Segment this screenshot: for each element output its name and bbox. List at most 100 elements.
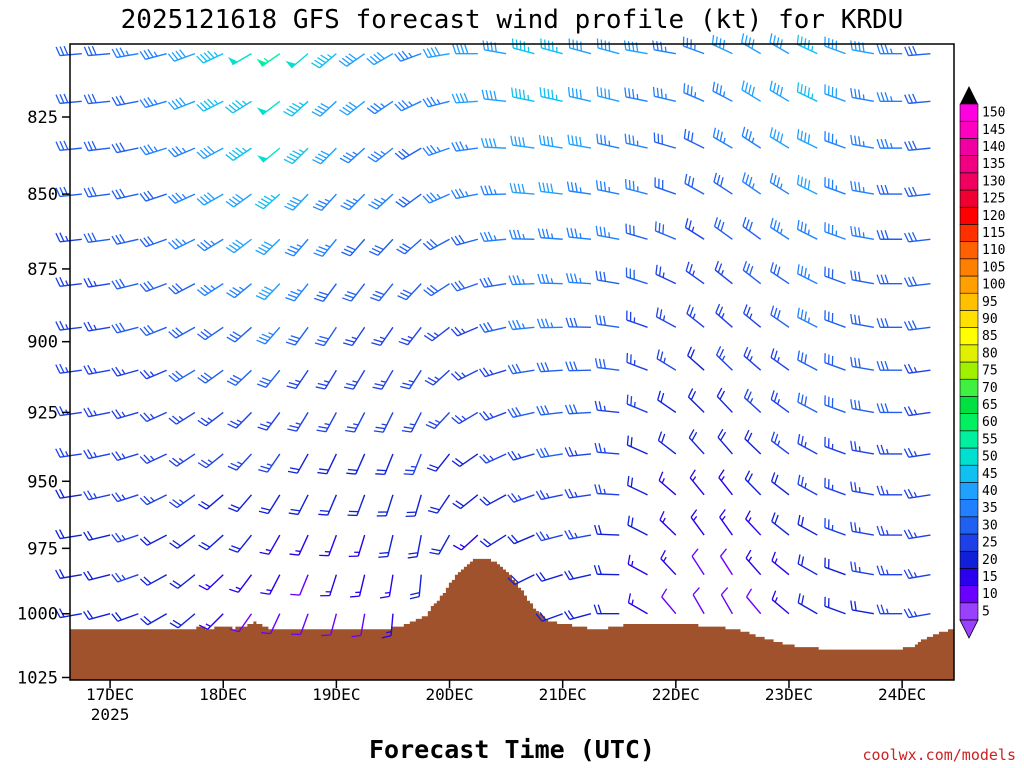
barb-full-flag: [487, 231, 493, 241]
barb-full-flag: [200, 374, 210, 382]
barb-full-flag: [565, 272, 570, 283]
wind-barb: [623, 40, 648, 55]
barb-full-flag: [903, 448, 910, 458]
barb-half-flag: [266, 421, 272, 425]
barb-full-flag: [599, 226, 603, 237]
barb-full-flag: [292, 102, 302, 109]
barb-full-flag: [907, 187, 914, 197]
wind-barb: [196, 283, 224, 297]
barb-staff: [512, 144, 535, 149]
barb-staff: [686, 313, 705, 328]
barb-full-flag: [455, 93, 461, 103]
wind-barb: [397, 283, 422, 301]
barb-full-flag: [283, 158, 293, 165]
wind-barb: [55, 45, 82, 57]
colorbar-swatch: [959, 430, 979, 449]
barb-half-flag: [236, 419, 242, 423]
wind-barb: [770, 262, 790, 285]
wind-barb: [394, 100, 422, 112]
barb-full-flag: [55, 489, 61, 499]
barb-staff: [177, 613, 196, 629]
barb-full-flag: [402, 243, 412, 250]
barb-full-flag: [259, 380, 269, 385]
barb-staff: [684, 137, 705, 149]
terrain-area: [70, 558, 954, 680]
barb-full-flag: [427, 377, 437, 383]
barb-full-flag: [488, 138, 493, 148]
barb-full-flag: [656, 349, 660, 359]
wind-barb: [55, 363, 82, 374]
barb-staff: [117, 494, 139, 503]
barb-half-flag: [862, 94, 865, 100]
barb-full-flag: [657, 390, 661, 401]
barb-full-flag: [167, 149, 176, 158]
wind-barb: [595, 270, 620, 285]
barb-staff: [460, 494, 479, 510]
barb-staff: [824, 275, 846, 285]
wind-barb: [593, 604, 620, 615]
wind-barb: [111, 233, 139, 245]
barb-full-flag: [515, 363, 522, 373]
barb-half-flag: [65, 451, 69, 457]
barb-full-flag: [482, 411, 490, 420]
barb-full-flag: [91, 45, 97, 56]
barb-full-flag: [394, 53, 402, 62]
barb-full-flag: [317, 339, 327, 343]
wind-barb: [83, 277, 111, 288]
barb-full-flag: [55, 569, 61, 579]
barb-full-flag: [427, 509, 438, 514]
barb-full-flag: [564, 404, 570, 414]
barb-staff: [597, 234, 620, 240]
barb-half-flag: [295, 379, 301, 383]
barb-full-flag: [769, 33, 773, 43]
barb-half-flag: [263, 57, 269, 63]
barb-full-flag: [260, 592, 270, 595]
wind-barb: [716, 387, 733, 413]
barb-pennant: [227, 56, 238, 65]
barb-full-flag: [398, 340, 409, 346]
barb-full-flag: [139, 283, 147, 292]
barb-full-flag: [907, 232, 914, 242]
colorbar-label: 15: [982, 570, 998, 585]
wind-barb: [396, 238, 422, 255]
barb-half-flag: [121, 494, 126, 500]
barb-half-flag: [266, 463, 273, 467]
wind-barb: [850, 270, 874, 285]
barb-half-flag: [409, 423, 416, 426]
barb-staff: [824, 231, 846, 240]
barb-full-flag: [378, 555, 388, 558]
barb-staff: [408, 369, 422, 390]
barb-full-flag: [690, 86, 693, 96]
barb-full-flag: [394, 103, 402, 112]
wind-barb: [422, 192, 450, 204]
barb-staff: [824, 45, 846, 55]
wind-barb: [111, 492, 139, 503]
barb-full-flag: [59, 569, 65, 579]
barb-full-flag: [287, 293, 298, 299]
wind-barb: [381, 613, 394, 639]
barb-full-flag: [87, 321, 93, 331]
barb-full-flag: [800, 176, 804, 187]
barb-full-flag: [773, 350, 778, 360]
barb-full-flag: [804, 223, 807, 234]
barb-full-flag: [515, 319, 522, 329]
barb-staff: [770, 356, 790, 371]
barb-full-flag: [229, 289, 238, 296]
barb-full-flag: [567, 610, 575, 619]
barb-full-flag: [854, 271, 857, 281]
barb-full-flag: [687, 130, 690, 141]
barb-full-flag: [232, 196, 241, 203]
barb-full-flag: [315, 386, 326, 390]
barb-full-flag: [318, 513, 328, 516]
barb-staff: [541, 47, 563, 55]
barb-full-flag: [880, 361, 885, 371]
wind-barb: [169, 534, 196, 549]
wind-barb: [422, 96, 450, 108]
barb-full-flag: [800, 84, 803, 94]
wind-barb: [311, 53, 337, 69]
barb-half-flag: [662, 272, 665, 278]
barb-pennant: [257, 155, 268, 163]
barb-full-flag: [748, 176, 753, 187]
barb-half-flag: [464, 191, 469, 197]
barb-full-flag: [314, 156, 325, 162]
